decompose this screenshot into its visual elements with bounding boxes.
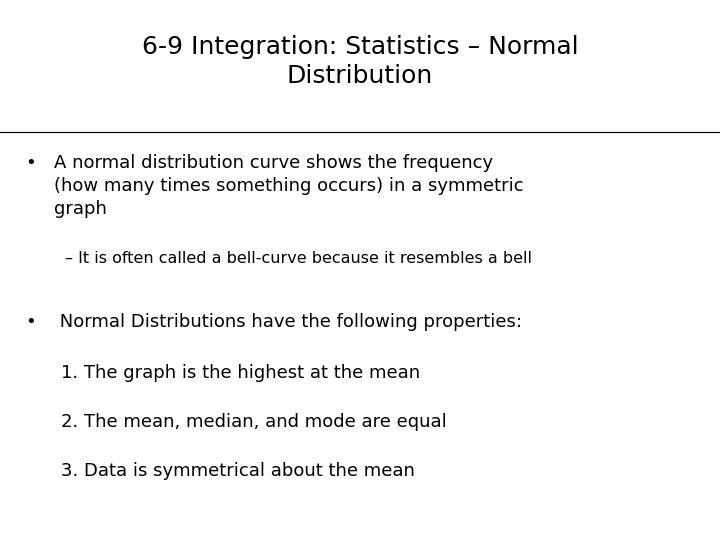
Text: 6-9 Integration: Statistics – Normal
Distribution: 6-9 Integration: Statistics – Normal Dis…: [142, 35, 578, 88]
Text: A normal distribution curve shows the frequency
(how many times something occurs: A normal distribution curve shows the fr…: [54, 154, 523, 218]
Text: 1. The graph is the highest at the mean: 1. The graph is the highest at the mean: [61, 364, 420, 382]
Text: •: •: [25, 154, 36, 172]
Text: Normal Distributions have the following properties:: Normal Distributions have the following …: [54, 313, 522, 331]
Text: 3. Data is symmetrical about the mean: 3. Data is symmetrical about the mean: [61, 462, 415, 480]
Text: •: •: [25, 313, 36, 331]
Text: – It is often called a bell-curve because it resembles a bell: – It is often called a bell-curve becaus…: [65, 251, 532, 266]
Text: 2. The mean, median, and mode are equal: 2. The mean, median, and mode are equal: [61, 413, 447, 431]
